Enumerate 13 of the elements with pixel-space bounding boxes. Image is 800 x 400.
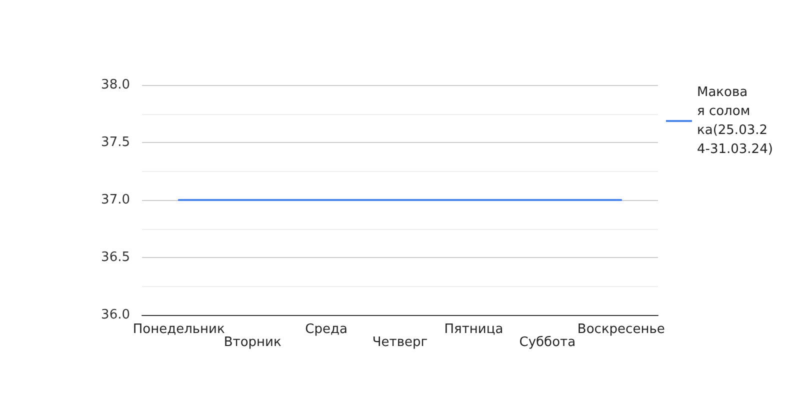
y-tick-label: 36.0 (101, 308, 130, 322)
x-tick-label: Воскресенье (577, 322, 665, 337)
x-tick-label: Вторник (224, 335, 282, 350)
y-tick-label: 37.0 (101, 192, 130, 208)
y-tick-label: 36.5 (101, 250, 130, 265)
x-tick-label: Понедельник (132, 322, 225, 337)
legend-label: Маковая соломка(25.03.24-31.03.24) (697, 85, 773, 157)
x-tick-label: Среда (305, 322, 348, 337)
y-tick-label: 38.0 (101, 78, 130, 92)
x-tick-label: Четверг (372, 335, 428, 350)
x-tick-label: Пятница (444, 322, 504, 337)
x-tick-label: Суббота (519, 335, 576, 350)
y-tick-label: 37.5 (101, 135, 130, 150)
